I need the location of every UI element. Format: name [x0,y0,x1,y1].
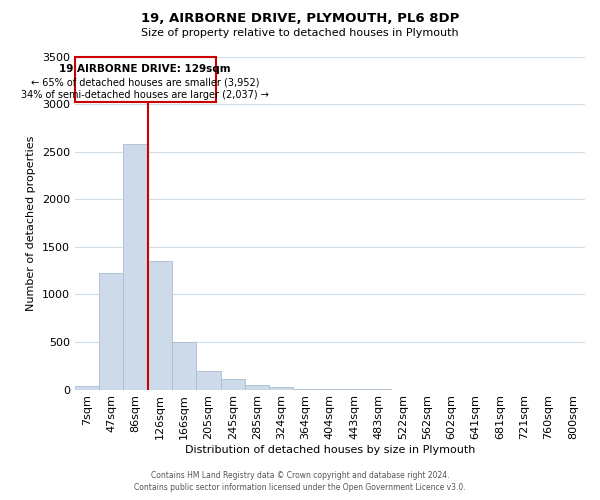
Bar [293,388,318,390]
Bar [99,272,124,390]
Y-axis label: Number of detached properties: Number of detached properties [26,136,36,310]
Bar [124,144,148,390]
Text: ← 65% of detached houses are smaller (3,952): ← 65% of detached houses are smaller (3,… [31,78,259,88]
Bar [196,370,221,390]
Bar [269,386,293,390]
Text: 19 AIRBORNE DRIVE: 129sqm: 19 AIRBORNE DRIVE: 129sqm [59,64,231,74]
Text: Size of property relative to detached houses in Plymouth: Size of property relative to detached ho… [141,28,459,38]
Bar [245,386,269,390]
X-axis label: Distribution of detached houses by size in Plymouth: Distribution of detached houses by size … [185,445,475,455]
Bar [148,261,172,390]
FancyBboxPatch shape [75,58,215,102]
Bar [75,386,99,390]
Bar [221,379,245,390]
Text: Contains HM Land Registry data © Crown copyright and database right 2024.
Contai: Contains HM Land Registry data © Crown c… [134,471,466,492]
Bar [172,342,196,390]
Text: 19, AIRBORNE DRIVE, PLYMOUTH, PL6 8DP: 19, AIRBORNE DRIVE, PLYMOUTH, PL6 8DP [141,12,459,26]
Text: 34% of semi-detached houses are larger (2,037) →: 34% of semi-detached houses are larger (… [21,90,269,100]
